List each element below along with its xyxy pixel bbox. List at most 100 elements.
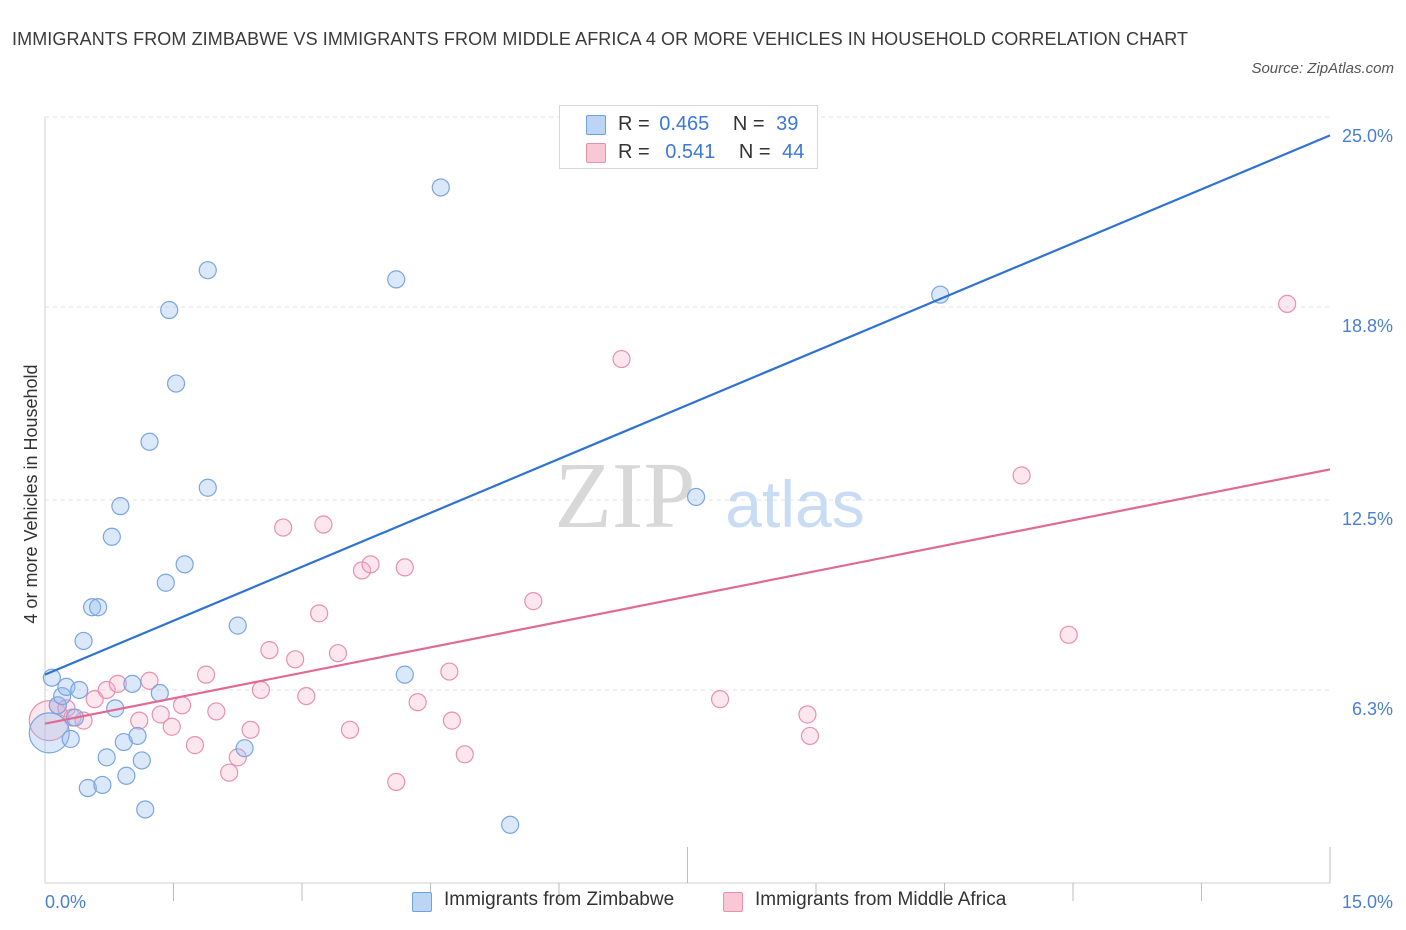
middle-africa-point bbox=[442, 711, 462, 730]
middle-africa-trend-line bbox=[44, 468, 1331, 725]
middle-africa-point bbox=[162, 717, 181, 736]
middle-africa-point bbox=[140, 671, 159, 690]
middle-africa-point bbox=[207, 702, 226, 721]
zimbabwe-point bbox=[70, 680, 89, 700]
middle-africa-point bbox=[340, 720, 360, 739]
x-tick-label-max: 15.0% bbox=[1342, 892, 1393, 912]
y-tick-label: 6.3% bbox=[1352, 699, 1393, 719]
legend-r-label: R = bbox=[618, 113, 650, 135]
middle-africa-point bbox=[108, 674, 127, 693]
zimbabwe-point bbox=[198, 478, 217, 497]
middle-africa-point bbox=[220, 763, 239, 782]
zimbabwe-point bbox=[93, 775, 112, 795]
middle-africa-point bbox=[710, 690, 730, 709]
middle-africa-point bbox=[286, 650, 305, 669]
axis-labels: 0.0% 15.0% 4 or more Vehicles in Househo… bbox=[21, 126, 1393, 912]
zimbabwe-point bbox=[166, 374, 186, 393]
zimbabwe-point bbox=[686, 487, 706, 507]
middle-africa-point bbox=[228, 748, 247, 767]
middle-africa-point bbox=[395, 558, 414, 577]
middle-africa-point bbox=[241, 720, 260, 739]
zimbabwe-point bbox=[198, 261, 217, 280]
zimbabwe-point bbox=[140, 432, 159, 451]
series-zimbabwe-points bbox=[28, 178, 950, 834]
series-name-middle-africa: Immigrants from Middle Africa bbox=[755, 889, 1007, 910]
legend-swatch-pink bbox=[586, 143, 606, 163]
watermark-zip: ZIP bbox=[555, 444, 696, 548]
watermark-atlas: atlas bbox=[725, 467, 864, 541]
legend-n-label: N = bbox=[732, 113, 765, 135]
middle-africa-point bbox=[196, 665, 216, 684]
zimbabwe-point bbox=[156, 573, 175, 592]
zimbabwe-point bbox=[111, 497, 130, 516]
legend-r-value: 0.465 bbox=[659, 113, 710, 135]
series-swatch-pink bbox=[723, 892, 743, 912]
middle-africa-point bbox=[251, 680, 270, 700]
middle-africa-point bbox=[274, 518, 293, 537]
middle-africa-point bbox=[455, 745, 474, 764]
grid-lines bbox=[45, 116, 1330, 691]
zimbabwe-point bbox=[61, 729, 80, 749]
zimbabwe-point bbox=[117, 766, 136, 785]
middle-africa-point bbox=[612, 349, 631, 369]
middle-africa-point bbox=[97, 680, 116, 700]
zimbabwe-trend-line bbox=[44, 134, 1331, 676]
zimbabwe-point bbox=[387, 270, 406, 289]
zimbabwe-point bbox=[78, 778, 97, 798]
axes bbox=[44, 117, 1331, 901]
zimbabwe-point bbox=[83, 598, 102, 617]
zimbabwe-point bbox=[132, 751, 151, 770]
middle-africa-point bbox=[172, 696, 192, 715]
zimbabwe-point bbox=[128, 726, 147, 746]
middle-africa-point bbox=[310, 604, 329, 623]
series-middle-africa-points bbox=[28, 294, 1297, 791]
middle-africa-point bbox=[130, 711, 149, 730]
zimbabwe-point bbox=[431, 178, 450, 197]
zimbabwe-point bbox=[53, 686, 72, 706]
legend-n-label: N = bbox=[738, 141, 771, 163]
middle-africa-point bbox=[798, 705, 817, 724]
middle-africa-point bbox=[1012, 466, 1031, 485]
zimbabwe-point bbox=[228, 616, 247, 635]
y-tick-label: 25.0% bbox=[1342, 126, 1393, 146]
y-tick-label: 12.5% bbox=[1342, 509, 1393, 529]
series-swatch-blue bbox=[412, 892, 432, 912]
zimbabwe-point bbox=[48, 696, 67, 715]
middle-africa-point bbox=[151, 705, 170, 724]
legend-r-value: 0.541 bbox=[665, 141, 716, 163]
middle-africa-point bbox=[408, 693, 427, 712]
trend-lines bbox=[44, 134, 1331, 725]
zimbabwe-point bbox=[102, 527, 121, 546]
zimbabwe-point bbox=[89, 598, 108, 617]
series-name-zimbabwe: Immigrants from Zimbabwe bbox=[444, 889, 675, 910]
legend-r-label: R = bbox=[618, 141, 650, 163]
legend-n-value: 44 bbox=[782, 141, 805, 163]
source-credit: Source: ZipAtlas.com bbox=[1251, 60, 1394, 77]
zimbabwe-point bbox=[501, 815, 520, 834]
zimbabwe-point bbox=[123, 674, 142, 693]
zimbabwe-point bbox=[74, 631, 93, 651]
middle-africa-point bbox=[800, 726, 820, 746]
middle-africa-point bbox=[314, 515, 333, 534]
middle-africa-point bbox=[185, 736, 205, 755]
zimbabwe-point bbox=[175, 555, 194, 574]
zimbabwe-point bbox=[395, 665, 414, 684]
legend-swatch-blue bbox=[586, 115, 606, 135]
zimbabwe-point bbox=[136, 800, 155, 819]
zimbabwe-point bbox=[97, 748, 116, 767]
y-tick-label: 18.8% bbox=[1342, 316, 1393, 336]
zimbabwe-point bbox=[28, 712, 70, 754]
middle-africa-point bbox=[297, 686, 316, 706]
zimbabwe-point bbox=[235, 739, 254, 758]
middle-africa-point bbox=[387, 772, 406, 791]
middle-africa-point bbox=[328, 644, 348, 663]
x-tick-label-min: 0.0% bbox=[45, 892, 86, 912]
zimbabwe-point bbox=[160, 300, 179, 320]
middle-africa-point bbox=[260, 641, 279, 660]
middle-africa-point bbox=[361, 555, 380, 574]
correlation-legend: R = 0.465 N = 39 R = 0.541 N = 44 bbox=[559, 105, 818, 169]
middle-africa-point bbox=[1059, 625, 1078, 644]
middle-africa-point bbox=[524, 592, 543, 611]
chart-title: IMMIGRANTS FROM ZIMBABWE VS IMMIGRANTS F… bbox=[12, 29, 1189, 49]
